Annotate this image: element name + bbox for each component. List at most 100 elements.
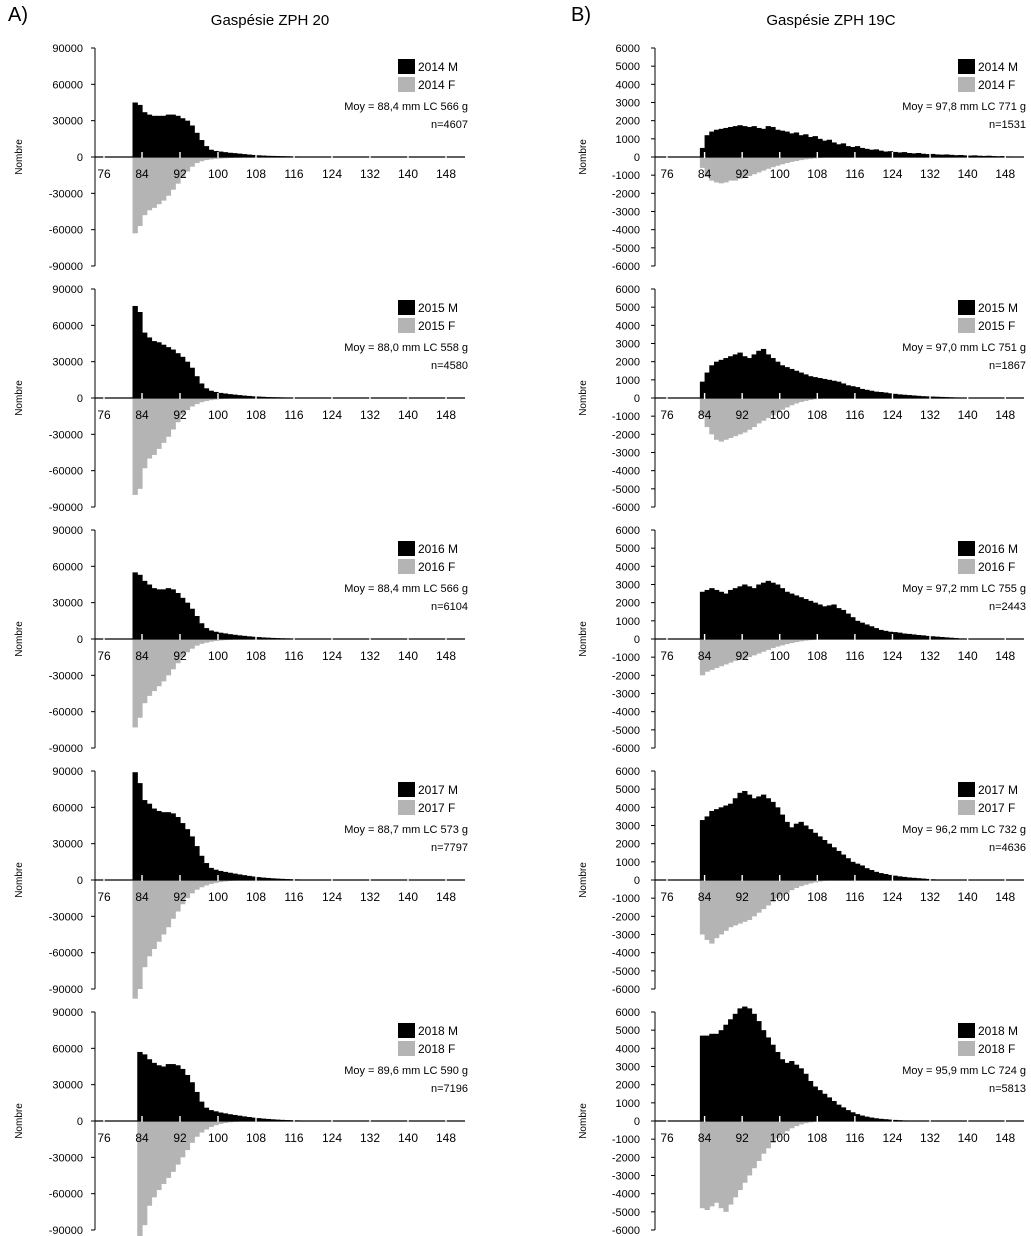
bar-female	[151, 157, 157, 208]
bar-male	[911, 877, 917, 880]
x-tick-label: 116	[845, 167, 864, 181]
x-tick-label: 100	[208, 1131, 228, 1145]
bar-female	[789, 639, 795, 643]
bar-female	[156, 1121, 162, 1191]
bar-male	[887, 631, 894, 639]
bar-male	[732, 1013, 739, 1121]
x-tick-label: 76	[97, 1131, 111, 1145]
bar-male	[793, 370, 800, 398]
y-tick-label: 4000	[616, 79, 640, 91]
x-tick-label: 116	[284, 1131, 303, 1145]
bar-male	[775, 129, 781, 157]
bar-male	[915, 395, 922, 398]
legend-swatch-female	[398, 559, 415, 574]
bar-male	[218, 632, 224, 639]
legend-swatch-male	[398, 782, 415, 797]
bar-female	[704, 157, 710, 177]
bar-female	[142, 157, 148, 216]
y-tick-label: -6000	[612, 261, 640, 273]
y-tick-label: 0	[77, 634, 83, 646]
bar-male	[265, 877, 271, 880]
legend-swatch-female	[958, 318, 975, 333]
bar-male	[850, 617, 856, 639]
bar-female	[699, 639, 706, 676]
bar-male	[868, 390, 875, 398]
x-tick-label: 84	[135, 649, 149, 663]
bar-female	[184, 880, 191, 899]
sample-size-annotation: n=4636	[989, 842, 1026, 854]
bar-male	[826, 139, 833, 157]
bar-female	[732, 880, 739, 926]
bar-female	[723, 880, 729, 931]
y-tick-label: 0	[634, 634, 640, 646]
bar-male	[765, 354, 771, 398]
x-tick-label: 84	[135, 1131, 149, 1145]
bar-male	[770, 358, 776, 398]
bar-male	[920, 878, 926, 880]
x-tick-label: 108	[246, 890, 266, 904]
y-tick-label: 2000	[616, 598, 640, 610]
bar-male	[732, 798, 739, 880]
x-tick-label: 84	[698, 408, 712, 422]
bar-female	[189, 639, 195, 649]
bar-female	[189, 880, 195, 894]
bar-female	[817, 880, 823, 882]
bar-male	[944, 154, 950, 157]
bar-female	[137, 1121, 143, 1236]
bar-female	[760, 880, 767, 910]
bar-female	[165, 880, 172, 928]
x-tick-label: 140	[958, 167, 978, 181]
bar-female	[807, 157, 814, 159]
bar-male	[723, 127, 729, 157]
legend-label-male: 2014 M	[418, 60, 458, 74]
bar-male	[709, 1033, 715, 1121]
bar-male	[718, 591, 724, 639]
bar-male	[897, 394, 903, 398]
bar-female	[713, 157, 720, 183]
bar-female	[156, 157, 162, 205]
bar-female	[213, 639, 219, 641]
bar-male	[798, 135, 804, 157]
bar-male	[868, 870, 875, 880]
bar-male	[713, 589, 720, 639]
bar-male	[901, 152, 908, 157]
bar-male	[260, 155, 267, 157]
y-tick-label: -90000	[49, 743, 83, 755]
sample-size-annotation: n=2443	[989, 601, 1026, 613]
bar-male	[892, 151, 898, 157]
bar-male	[142, 332, 148, 398]
x-tick-label: 132	[920, 1131, 940, 1145]
x-tick-label: 124	[882, 890, 902, 904]
bar-female	[161, 1121, 167, 1184]
y-tick-label: -6000	[612, 984, 640, 996]
y-tick-label: 5000	[616, 784, 640, 796]
bar-male	[699, 591, 706, 639]
bar-female	[165, 1121, 172, 1178]
y-tick-label: 0	[634, 393, 640, 405]
bar-male	[194, 615, 200, 639]
bar-male	[246, 636, 252, 639]
bar-male	[784, 591, 790, 639]
bar-female	[165, 157, 172, 196]
y-tick-label: -5000	[612, 243, 640, 255]
bar-male	[260, 637, 267, 639]
bar-female	[151, 880, 157, 950]
bar-male	[822, 140, 828, 157]
bar-male	[241, 154, 248, 157]
bar-female	[746, 639, 753, 658]
bar-female	[146, 398, 153, 459]
bar-male	[256, 1118, 262, 1121]
bar-female	[161, 398, 167, 443]
bar-female	[760, 398, 767, 421]
bar-male	[232, 634, 238, 639]
bar-female	[779, 398, 786, 410]
bar-female	[723, 398, 729, 440]
bar-female	[732, 1121, 739, 1198]
bar-male	[873, 871, 879, 880]
bar-male	[925, 396, 931, 398]
y-axis-label: Nombre	[14, 1103, 25, 1139]
bar-male	[756, 796, 762, 880]
bar-female	[775, 157, 781, 166]
bar-female	[218, 157, 224, 159]
bar-male	[756, 1021, 762, 1121]
